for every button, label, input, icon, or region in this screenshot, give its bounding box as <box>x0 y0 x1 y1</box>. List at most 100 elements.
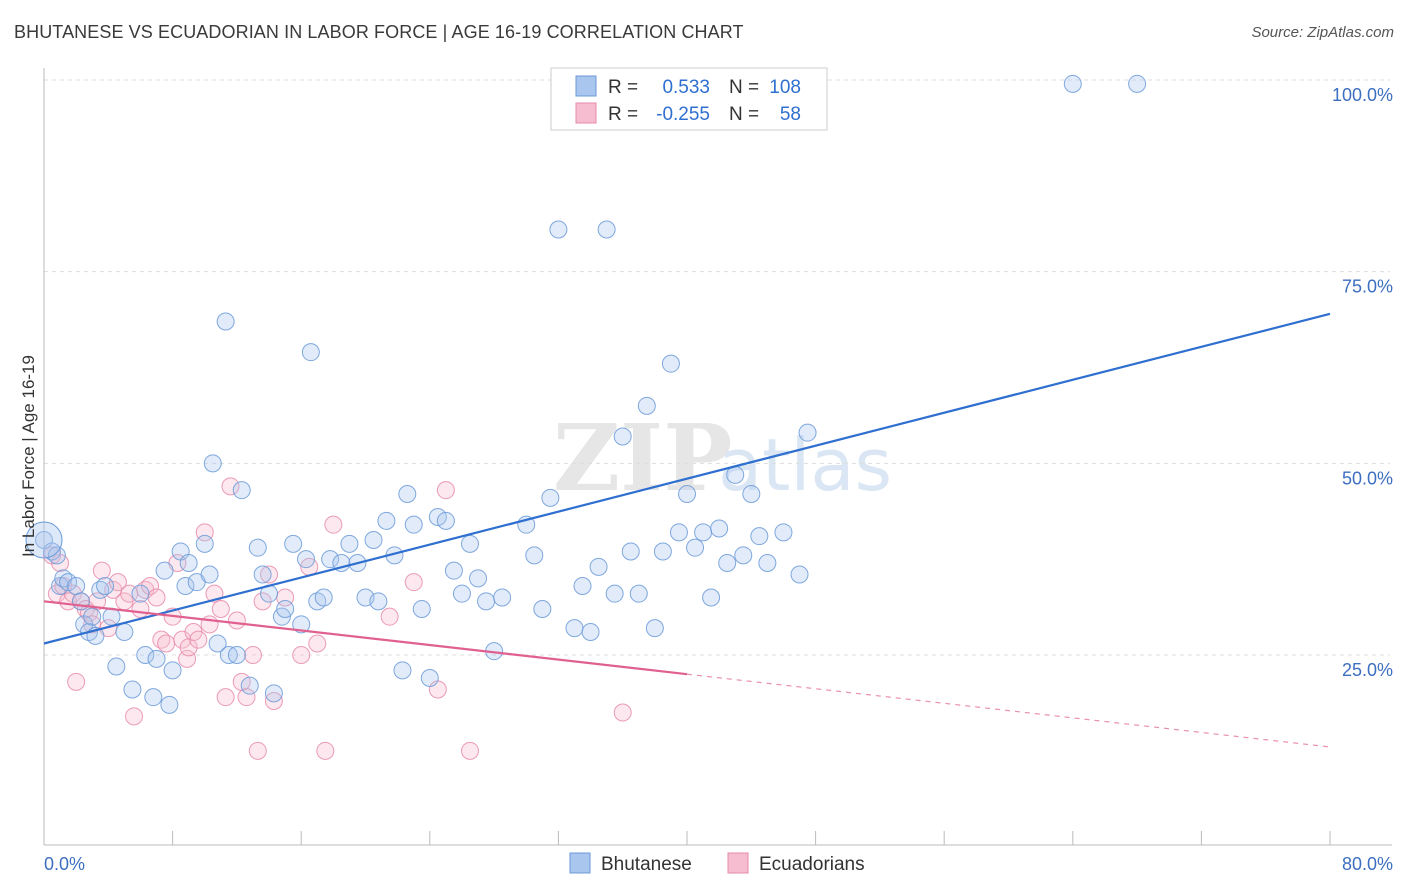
bhutanese-point <box>284 534 303 553</box>
bhutanese-point <box>314 588 333 607</box>
bhutanese-point <box>452 584 471 603</box>
bhutanese-point <box>253 565 272 584</box>
bhutanese-point <box>96 577 115 595</box>
bhutanese-point <box>115 623 134 641</box>
bhutanese-point <box>364 531 383 549</box>
bhutanese-point <box>179 554 198 572</box>
ecuadorians-point <box>221 477 240 496</box>
legend-n-value: 108 <box>769 77 801 98</box>
bhutanese-point <box>155 561 174 580</box>
bhutanese-point <box>645 619 664 638</box>
bhutanese-point <box>669 523 688 542</box>
bhutanese-point <box>678 485 696 503</box>
bhutanese-point <box>605 584 624 603</box>
y-tick-label: 75.0% <box>1342 277 1393 297</box>
bhutanese-point <box>144 688 163 707</box>
ecuadorians-point <box>404 573 423 592</box>
ecuadorians-point <box>67 672 86 691</box>
ecuadorians-point <box>211 600 230 618</box>
bhutanese-point <box>136 646 155 664</box>
ecuadorians-trend-line <box>43 600 688 676</box>
ecuadorians-point <box>216 688 235 707</box>
bhutanese-point <box>398 485 417 503</box>
bhutanese-point <box>597 220 616 239</box>
bhutanese-point <box>321 550 340 569</box>
bhutanese-point <box>200 565 219 584</box>
bhutanese-point <box>565 619 584 638</box>
ecuadorians-points <box>43 477 632 760</box>
y-tick-label: 50.0% <box>1342 468 1393 488</box>
bhutanese-point <box>404 515 423 534</box>
y-tick-label: 25.0% <box>1342 660 1393 680</box>
grid <box>44 79 1390 656</box>
stats-legend-box <box>550 67 828 131</box>
axes <box>43 68 1392 846</box>
ecuadorians-point <box>436 481 455 500</box>
ecuadorians-point <box>264 692 283 710</box>
ecuadorians-point <box>324 515 343 534</box>
bhutanese-point <box>653 542 672 561</box>
ecuadorians-point <box>92 561 111 580</box>
bhutanese-point <box>790 565 809 584</box>
legend-swatch-1 <box>575 102 597 124</box>
bhutanese-point <box>83 607 102 626</box>
legend-ecuadorians-swatch <box>727 852 749 874</box>
ecuadorians-trend-extension <box>686 673 1331 748</box>
bhutanese-point <box>264 684 283 703</box>
bhutanese-point <box>176 577 195 595</box>
ecuadorians-point <box>131 600 150 618</box>
bhutanese-point <box>798 423 817 442</box>
axis-labels: 25.0% 50.0% 75.0% 100.0% 0.0% 80.0% In Labor F… <box>19 85 1393 874</box>
bhutanese-point <box>147 649 166 668</box>
bhutanese-point <box>232 481 251 500</box>
chart-source: Source: ZipAtlas.com <box>1251 24 1394 41</box>
ecuadorians-point <box>227 611 246 630</box>
bhutanese-point <box>107 657 126 676</box>
bhutanese-point <box>227 646 246 664</box>
ecuadorians-point <box>125 707 144 726</box>
bhutanese-point <box>292 615 311 634</box>
ecuadorians-point <box>380 607 399 626</box>
bhutanese-point <box>549 220 568 239</box>
chart-title: BHUTANESE VS ECUADORIAN IN LABOR FORCE |… <box>14 22 744 42</box>
bhutanese-point <box>661 354 680 373</box>
bhutanese-point <box>47 546 66 565</box>
bhutanese-point <box>436 511 455 530</box>
bhutanese-point <box>718 554 737 572</box>
y-tick-label: 100.0% <box>1332 85 1393 105</box>
bhutanese-point <box>469 569 488 588</box>
ecuadorians-point <box>316 741 335 760</box>
legend-swatch-0 <box>575 75 597 97</box>
bhutanese-point <box>203 454 222 473</box>
bhutanese-point <box>460 534 479 553</box>
bhutanese-point <box>533 600 552 618</box>
ecuadorians-point <box>308 634 327 653</box>
bhutanese-point <box>750 527 769 546</box>
bhutanese-point <box>340 534 359 553</box>
series-legend: Bhutanese Ecuadorians <box>569 852 865 875</box>
bhutanese-point <box>621 542 640 561</box>
legend-n-label: N = <box>729 104 759 125</box>
bhutanese-point <box>240 676 259 695</box>
bhutanese-point <box>369 592 388 611</box>
bhutanese-point <box>131 584 150 603</box>
bhutanese-point <box>276 600 295 618</box>
bhutanese-point <box>1128 74 1147 93</box>
ecuadorians-point <box>189 630 208 649</box>
ecuadorians-point <box>260 565 279 584</box>
legend-r-value: -0.255 <box>656 104 710 125</box>
bhutanese-point <box>412 600 431 618</box>
bhutanese-point <box>248 538 267 557</box>
ecuadorians-point <box>141 577 160 595</box>
bhutanese-point <box>710 519 729 538</box>
ecuadorians-point <box>460 741 479 760</box>
bhutanese-point <box>393 661 412 680</box>
bhutanese-point <box>774 523 793 542</box>
bhutanese-point <box>477 592 496 611</box>
legend-n-label: N = <box>729 77 759 98</box>
bhutanese-point <box>525 546 544 565</box>
bhutanese-point <box>629 584 648 603</box>
bhutanese-trend-line <box>43 312 1331 645</box>
